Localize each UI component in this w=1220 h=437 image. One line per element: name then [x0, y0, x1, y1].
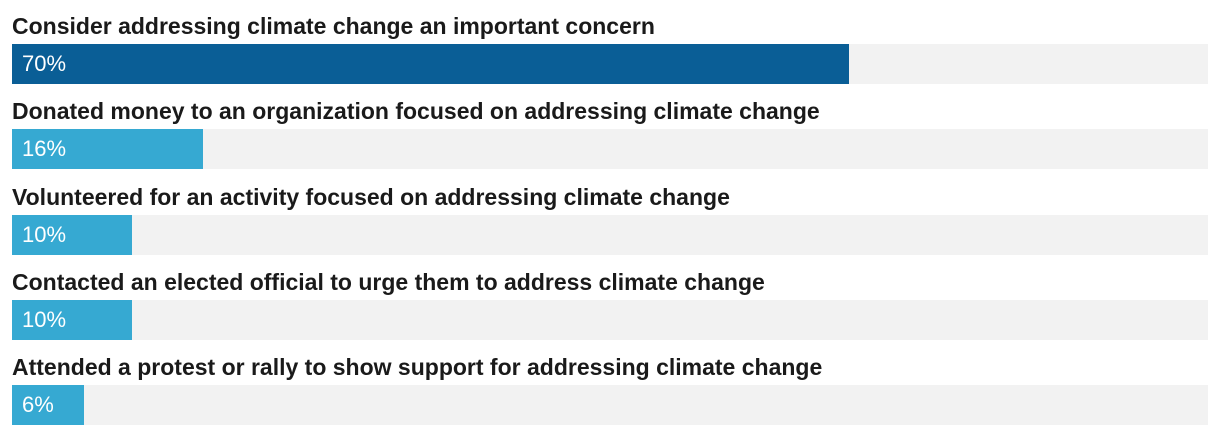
bar-row: Volunteered for an activity focused on a… [12, 181, 1208, 267]
category-label: Volunteered for an activity focused on a… [12, 184, 730, 210]
category-label: Consider addressing climate change an im… [12, 13, 655, 39]
category-label: Contacted an elected official to urge th… [12, 269, 765, 295]
bar-track: 16% [12, 129, 1208, 169]
category-label: Donated money to an organization focused… [12, 98, 820, 124]
bar-track: 6% [12, 385, 1208, 425]
bar-row: Attended a protest or rally to show supp… [12, 351, 1208, 437]
bar-track: 10% [12, 215, 1208, 255]
bar-track: 70% [12, 44, 1208, 84]
value-label: 10% [22, 307, 67, 332]
bar [12, 385, 84, 425]
value-label: 6% [22, 392, 54, 417]
bar [12, 215, 132, 255]
bar [12, 44, 849, 84]
category-label: Attended a protest or rally to show supp… [12, 354, 823, 380]
value-label: 70% [22, 51, 67, 76]
bar [12, 300, 132, 340]
bar-row: Consider addressing climate change an im… [12, 10, 1208, 96]
bar-row: Donated money to an organization focused… [12, 95, 1208, 181]
value-label: 10% [22, 222, 67, 247]
bar-row: Contacted an elected official to urge th… [12, 266, 1208, 352]
bar [12, 129, 203, 169]
value-label: 16% [22, 136, 67, 161]
bar-track: 10% [12, 300, 1208, 340]
